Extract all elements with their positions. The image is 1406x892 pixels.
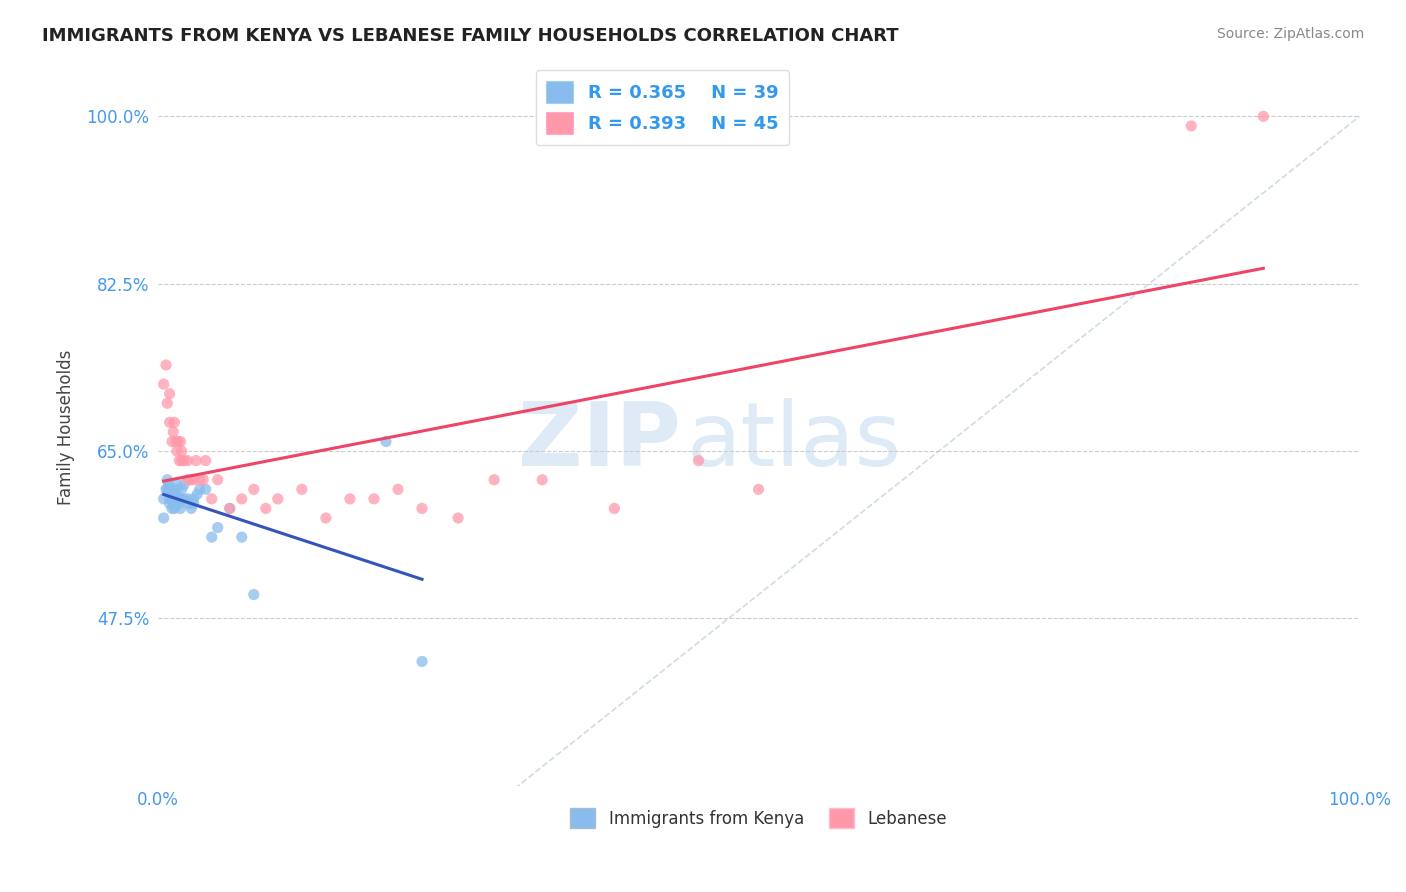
Point (1180, 119, 1202, 133)
Point (160, 434, 183, 449)
Point (254, 501, 277, 516)
Point (218, 501, 240, 516)
Point (159, 483, 181, 497)
Text: Source: ZipAtlas.com: Source: ZipAtlas.com (1216, 27, 1364, 41)
Point (160, 501, 183, 516)
Point (748, 483, 770, 497)
Point (218, 501, 240, 516)
Point (387, 483, 409, 497)
Point (291, 483, 314, 497)
Point (167, 453, 190, 467)
Point (194, 453, 217, 467)
Point (160, 491, 183, 506)
Point (167, 491, 190, 506)
Point (169, 434, 191, 449)
Point (194, 483, 217, 497)
Point (165, 434, 187, 449)
Point (157, 477, 180, 491)
Text: IMMIGRANTS FROM KENYA VS LEBANESE FAMILY HOUSEHOLDS CORRELATION CHART: IMMIGRANTS FROM KENYA VS LEBANESE FAMILY… (42, 27, 898, 45)
Point (152, 377, 174, 392)
Point (184, 453, 207, 467)
Point (156, 483, 179, 497)
Point (447, 511, 470, 525)
Point (170, 453, 193, 467)
Point (159, 497, 181, 511)
Point (165, 491, 187, 506)
Point (176, 473, 198, 487)
Point (173, 477, 195, 491)
Point (169, 501, 191, 516)
Point (167, 497, 190, 511)
Point (152, 491, 174, 506)
Point (162, 425, 184, 439)
Point (688, 453, 710, 467)
Point (156, 473, 179, 487)
Y-axis label: Family Households: Family Households (58, 350, 75, 505)
Point (173, 491, 195, 506)
Point (170, 491, 193, 506)
Point (173, 453, 195, 467)
Point (180, 501, 202, 516)
Point (339, 491, 361, 506)
Point (375, 434, 398, 449)
Point (167, 434, 190, 449)
Point (201, 491, 224, 506)
Point (163, 497, 186, 511)
Point (170, 444, 193, 458)
Point (531, 473, 554, 487)
Point (363, 491, 385, 506)
Point (201, 530, 224, 544)
Point (482, 473, 505, 487)
Point (156, 396, 179, 410)
Point (207, 520, 229, 534)
Point (152, 511, 174, 525)
Point (193, 473, 215, 487)
Point (159, 491, 181, 506)
Point (163, 501, 186, 516)
Point (162, 487, 184, 501)
Point (159, 386, 181, 401)
Point (183, 497, 205, 511)
Point (1253, 109, 1275, 123)
Point (188, 473, 211, 487)
Point (166, 477, 188, 491)
Point (267, 491, 290, 506)
Text: ZIP: ZIP (517, 398, 681, 485)
Point (411, 501, 433, 516)
Point (170, 483, 193, 497)
Legend: Immigrants from Kenya, Lebanese: Immigrants from Kenya, Lebanese (564, 801, 953, 835)
Point (188, 483, 211, 497)
Point (183, 473, 205, 487)
Point (207, 473, 229, 487)
Point (176, 491, 198, 506)
Point (183, 491, 205, 506)
Point (163, 416, 186, 430)
Point (177, 497, 200, 511)
Text: atlas: atlas (686, 398, 901, 485)
Point (411, 655, 433, 669)
Point (231, 491, 253, 506)
Point (166, 483, 188, 497)
Point (315, 511, 337, 525)
Point (242, 483, 264, 497)
Point (155, 358, 177, 372)
Point (166, 444, 188, 458)
Point (186, 487, 208, 501)
Point (603, 501, 626, 516)
Point (231, 530, 253, 544)
Point (176, 453, 198, 467)
Point (242, 587, 264, 601)
Point (159, 416, 181, 430)
Point (180, 473, 202, 487)
Point (155, 483, 177, 497)
